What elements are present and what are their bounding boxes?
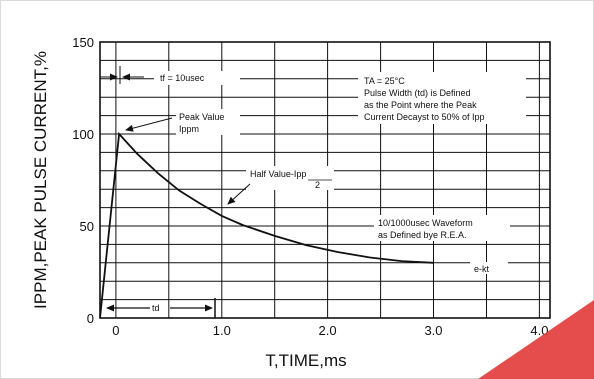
conditions-note: TA = 25°C Pulse Width (td) is Defined as…: [364, 76, 485, 122]
x-tick-label: 2.0: [319, 323, 337, 338]
peak-label-bg: [176, 109, 240, 135]
decay-label-bg: [470, 262, 508, 274]
half-value-label: Half Value-Ipp: [250, 169, 306, 179]
waveform-line-2: as Defined bye R.E.A.: [378, 230, 467, 240]
td-marker: td: [106, 298, 216, 318]
tf-marker: tf = 10usec: [100, 66, 205, 84]
x-tick-label: 0: [112, 323, 119, 338]
waveform-label-bg: [374, 215, 510, 241]
waveform-line-1: 10/1000usec Waveform: [378, 218, 473, 228]
conditions-line-1: TA = 25°C: [364, 76, 405, 86]
conditions-line-2: Pulse Width (td) is Defined: [364, 88, 471, 98]
peak-label-line-1: Peak Value: [179, 112, 224, 122]
x-tick-label: 1.0: [213, 323, 231, 338]
waveform-note: 10/1000usec Waveform as Defined bye R.E.…: [378, 218, 473, 240]
td-label-bg: [150, 302, 168, 314]
plot-frame: [99, 41, 551, 319]
half-value-bg: [246, 166, 334, 190]
watermark: [478, 300, 594, 379]
half-value-denominator: 2: [315, 180, 320, 190]
y-tick-label: 0: [87, 311, 94, 326]
peak-annotation: Peak Value Ippm: [125, 112, 224, 134]
conditions-bg: [358, 72, 526, 124]
conditions-line-4: Current Decayst to 50% of Ipp: [364, 112, 485, 122]
y-tick-label: 50: [80, 219, 94, 234]
x-axis-label: T,TIME,ms: [265, 351, 346, 370]
decay-label: e-kt: [474, 264, 490, 274]
tf-label-bg: [154, 71, 240, 85]
td-label: td: [152, 303, 160, 313]
y-tick-label: 150: [72, 35, 94, 50]
grid: [100, 42, 550, 318]
pulse-waveform-line: [99, 131, 434, 319]
tf-label: tf = 10usec: [160, 73, 205, 83]
peak-label-line-2: Ippm: [179, 124, 199, 134]
watermark-shape: [478, 300, 594, 379]
half-value-annotation: Half Value-Ipp 2: [227, 169, 332, 205]
y-axis-label: IPPM,PEAK PULSE CURRENT,%: [31, 51, 50, 309]
half-value-arrow: [227, 183, 251, 205]
peak-arrow: [125, 117, 173, 132]
conditions-line-3: as the Point where the Peak: [364, 100, 477, 110]
x-tick-label: 3.0: [424, 323, 442, 338]
y-tick-label: 100: [72, 127, 94, 142]
